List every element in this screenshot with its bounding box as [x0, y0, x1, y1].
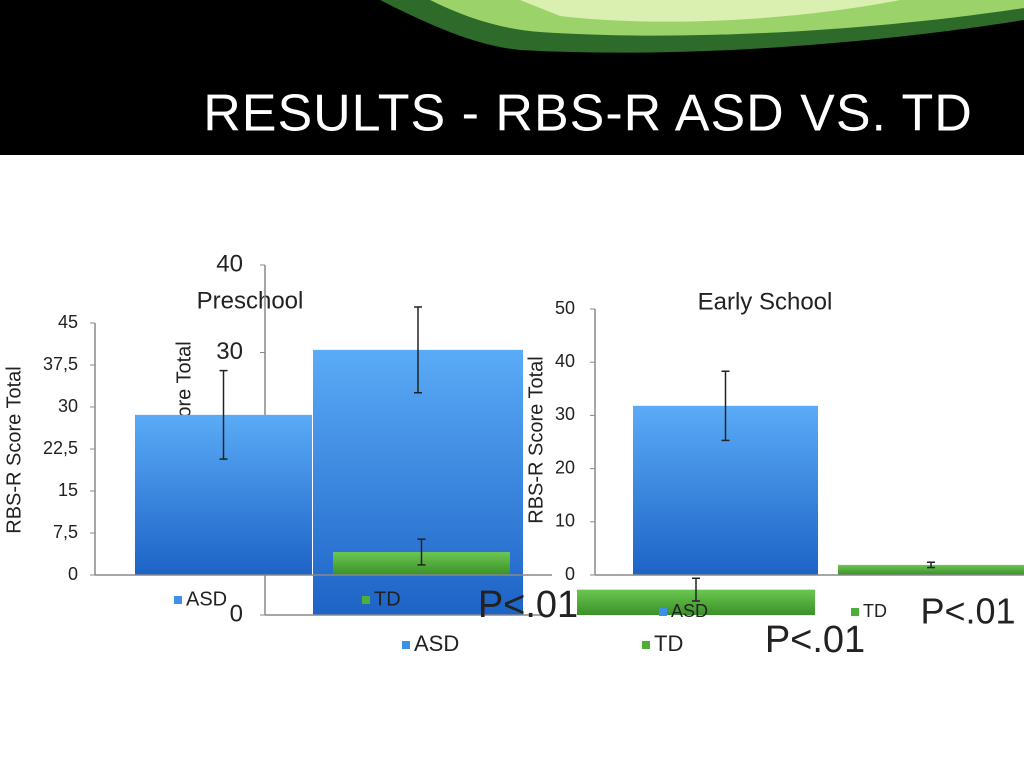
y-axis-label: RBS-R Score Total	[525, 356, 547, 523]
y-tick-label: 30	[58, 396, 78, 416]
legend-label: TD	[654, 631, 683, 656]
y-tick-label: 15	[58, 480, 78, 500]
y-tick-label: 40	[216, 250, 243, 277]
legend-swatch	[362, 596, 370, 604]
chart-title: Preschool	[197, 287, 304, 314]
legend-label: TD	[374, 588, 401, 610]
y-axis-label: RBS-R Score Total	[3, 366, 25, 533]
bar	[838, 564, 1024, 575]
y-tick-label: 20	[555, 457, 575, 477]
legend-swatch	[402, 641, 410, 649]
legend-label: ASD	[414, 631, 459, 656]
y-tick-label: 22,5	[43, 438, 78, 458]
annotation: P<.01	[765, 619, 865, 661]
y-tick-label: 7,5	[53, 522, 78, 542]
y-tick-label: 37,5	[43, 354, 78, 374]
legend-swatch	[659, 608, 667, 616]
y-tick-label: 50	[555, 298, 575, 318]
y-tick-label: 45	[58, 312, 78, 332]
legend-swatch	[851, 608, 859, 616]
annotation: P<.01	[920, 591, 1015, 632]
legend-label: TD	[863, 601, 887, 621]
y-tick-label: 10	[555, 511, 575, 531]
y-tick-label: 40	[555, 351, 575, 371]
y-tick-label: 0	[230, 600, 243, 627]
legend-swatch	[642, 641, 650, 649]
decor	[520, 0, 900, 22]
legend-label: ASD	[186, 588, 227, 610]
y-tick-label: 0	[565, 564, 575, 584]
legend-swatch	[174, 596, 182, 604]
y-tick-label: 30	[216, 338, 243, 365]
slide-title: RESULTS - RBS-R ASD VS. TD	[203, 85, 973, 143]
annotation: P<.01	[478, 584, 578, 626]
legend-label: ASD	[671, 601, 708, 621]
y-tick-label: 30	[555, 404, 575, 424]
chart-title: Early School	[698, 288, 833, 315]
y-tick-label: 0	[68, 564, 78, 584]
